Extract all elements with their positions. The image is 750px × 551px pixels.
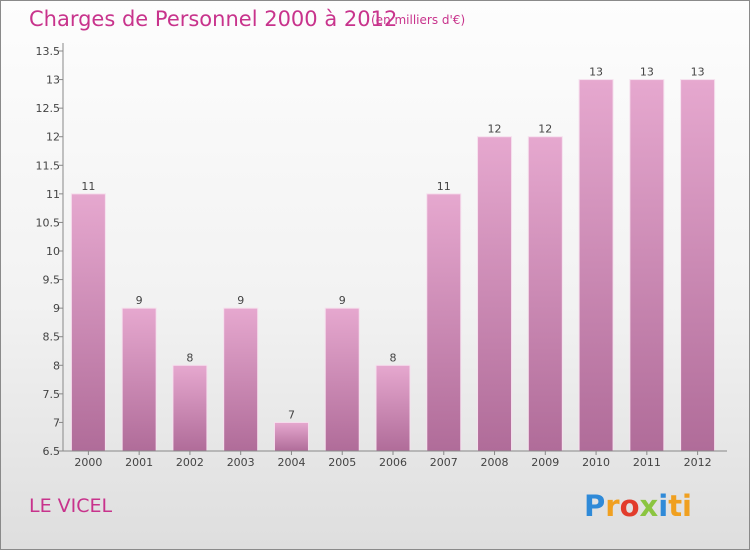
x-tick-label: 2001 [125,456,153,469]
bar-value-label: 9 [339,294,346,307]
logo-letter: P [584,489,606,523]
y-tick-label: 9 [53,302,60,315]
proxiti-logo: Proxiti [584,489,692,523]
bar [223,307,259,452]
chart-title: Charges de Personnel 2000 à 2012 [29,7,398,31]
x-tick-label: 2011 [633,456,661,469]
bar [375,364,411,452]
commune-name: LE VICEL [29,495,113,517]
y-tick-label: 9.5 [43,274,61,287]
bar [70,193,106,452]
chart-subtitle: (en milliers d'€) [371,13,466,27]
x-tick-label: 2003 [227,456,255,469]
bar-value-label: 13 [691,66,705,79]
y-tick-label: 7.5 [43,388,61,401]
x-tick-label: 2006 [379,456,407,469]
bar [527,136,563,452]
y-tick-label: 13 [46,74,60,87]
bar [426,193,462,452]
bar [273,421,309,452]
y-tick-label: 10 [46,245,60,258]
bar-value-label: 12 [538,123,552,136]
x-tick-label: 2012 [684,456,712,469]
y-tick-label: 10.5 [36,216,61,229]
y-tick-label: 11 [46,188,60,201]
logo-letter: ti [668,489,692,523]
y-tick-label: 6.5 [43,445,61,458]
bar-value-label: 11 [437,180,451,193]
bar [121,307,157,452]
bar [477,136,513,452]
x-tick-label: 2009 [531,456,559,469]
bar-value-label: 11 [81,180,95,193]
bar [324,307,360,452]
y-tick-label: 12.5 [36,102,61,115]
bar [172,364,208,452]
bar [680,79,716,452]
x-tick-label: 2007 [430,456,458,469]
x-tick-label: 2005 [328,456,356,469]
bar-value-label: 7 [288,408,295,421]
bar-value-label: 9 [237,294,244,307]
y-tick-label: 8 [53,359,60,372]
logo-letter: x [639,489,659,523]
bar-value-label: 12 [488,123,502,136]
bar-value-label: 13 [589,66,603,79]
bar-value-label: 8 [186,351,193,364]
logo-letter: r [605,489,620,523]
y-tick-label: 7 [53,416,60,429]
y-tick-label: 11.5 [36,159,61,172]
bar [578,79,614,452]
y-tick-label: 12 [46,131,60,144]
y-tick-label: 13.5 [36,45,61,58]
bar [629,79,665,452]
x-tick-label: 2010 [582,456,610,469]
x-tick-label: 2002 [176,456,204,469]
logo-letter: o [619,489,640,523]
x-tick-label: 2008 [481,456,509,469]
y-tick-label: 8.5 [43,331,61,344]
bar-value-label: 9 [136,294,143,307]
bar-value-label: 8 [390,351,397,364]
x-tick-label: 2004 [277,456,305,469]
logo-letter: i [658,489,669,523]
x-tick-label: 2000 [74,456,102,469]
bar-value-label: 13 [640,66,654,79]
